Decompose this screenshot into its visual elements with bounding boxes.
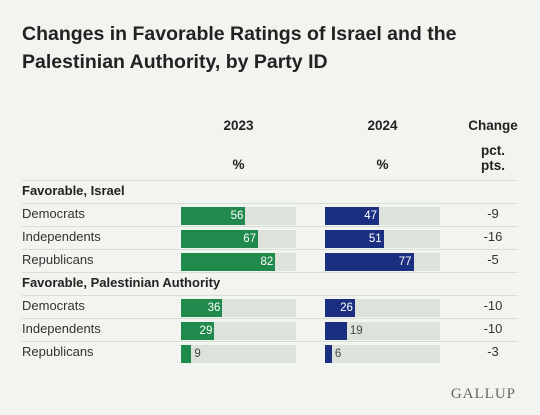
bar-2023-value: 82 [260, 256, 274, 268]
row-label: Republicans [22, 344, 94, 359]
bar-2023-track: 56 [181, 207, 296, 225]
header-2024: 2024 [367, 118, 398, 133]
chart-title: Changes in Favorable Ratings of Israel a… [22, 23, 457, 73]
section-label: Favorable, Palestinian Authority [22, 275, 221, 290]
bar-2024-track: 51 [325, 230, 440, 248]
bar-2023-track: 67 [181, 230, 296, 248]
bar-2023-bar [181, 253, 276, 271]
bar-2023-value: 67 [243, 233, 257, 245]
bar-2023-bar [181, 207, 246, 225]
header-2024-unit: % [376, 157, 389, 172]
bar-2024-track: 47 [325, 207, 440, 225]
bar-2024-value: 77 [398, 256, 412, 268]
bar-2023-value: 56 [230, 210, 244, 222]
bar-2024-value: 19 [349, 325, 363, 337]
row-label: Independents [22, 321, 101, 336]
gallup-logo: GALLUP [450, 386, 516, 402]
header-2023-unit: % [232, 157, 245, 172]
bar-2023-track: 9 [181, 345, 296, 363]
change-value: -10 [483, 321, 503, 336]
bar-2023-track: 36 [181, 299, 296, 317]
change-value: -9 [487, 206, 499, 221]
bar-2024-bar [325, 230, 384, 248]
row-divider [22, 226, 518, 227]
bar-2024-bar [325, 322, 347, 340]
change-value: -10 [483, 298, 503, 313]
bar-2024-track: 19 [325, 322, 440, 340]
section-label: Favorable, Israel [22, 183, 125, 198]
row-divider [22, 203, 518, 204]
section-divider [22, 180, 518, 181]
row-divider [22, 318, 518, 319]
bar-2023-bar [181, 299, 223, 317]
bar-2024-track: 6 [325, 345, 440, 363]
row-divider [22, 341, 518, 342]
bar-2023-value: 9 [194, 348, 201, 360]
section-divider [22, 272, 518, 273]
bar-2024-bar [325, 345, 332, 363]
row-label: Democrats [22, 206, 85, 221]
header-change-unit: pct. pts. [480, 143, 505, 173]
row-divider [22, 249, 518, 250]
bar-2024-value: 51 [368, 233, 382, 245]
change-value: -16 [483, 229, 503, 244]
bar-2024-value: 47 [364, 210, 378, 222]
row-label: Independents [22, 229, 101, 244]
bar-2024-bar [325, 299, 355, 317]
row-label: Democrats [22, 298, 85, 313]
bar-2023-track: 82 [181, 253, 296, 271]
bar-2024-track: 77 [325, 253, 440, 271]
bar-2024-value: 26 [340, 302, 353, 314]
bar-2023-bar [181, 345, 192, 363]
bar-2023-bar [181, 322, 215, 340]
bar-2023-track: 29 [181, 322, 296, 340]
bar-2023-value: 29 [199, 325, 213, 337]
change-value: -3 [487, 344, 499, 359]
bar-2024-bar [325, 207, 380, 225]
bar-2023-bar [181, 230, 259, 248]
bar-2024-track: 26 [325, 299, 440, 317]
bar-2024-bar [325, 253, 414, 271]
row-label: Republicans [22, 252, 94, 267]
header-2023: 2023 [223, 118, 254, 133]
row-divider [22, 295, 518, 296]
bar-2023-value: 36 [207, 302, 221, 314]
change-value: -5 [487, 252, 499, 267]
header-change: Change [468, 118, 518, 133]
bar-2024-value: 6 [334, 348, 342, 360]
